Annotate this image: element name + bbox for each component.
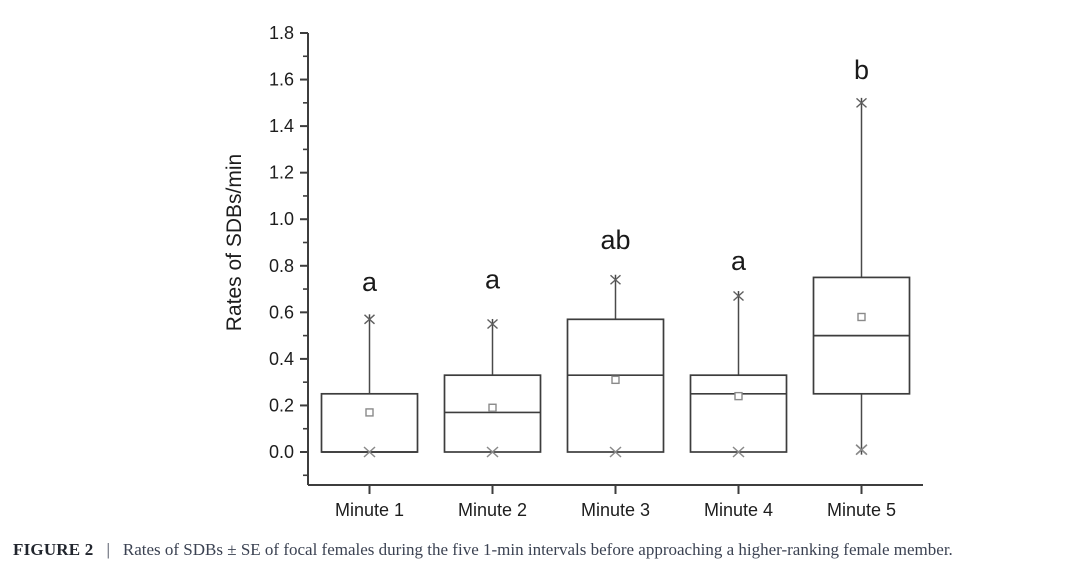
box [566, 318, 665, 453]
axes: 0.0 0.2 0.4 0.6 0.8 1.0 1.2 1.4 1.6 1.8 Rates of S… [223, 23, 923, 520]
boxplot-minute-4: a [689, 246, 788, 458]
zero-x-marker [486, 446, 499, 458]
y-tick-label: 0.6 [269, 302, 294, 322]
whisker-cap-star [487, 318, 498, 329]
figure-caption-label: FIGURE 2 [13, 540, 94, 559]
figure-2-chart-area: 0.0 0.2 0.4 0.6 0.8 1.0 1.2 1.4 1.6 1.8 Rates of S… [223, 23, 923, 520]
y-tick-label: 0.0 [269, 442, 294, 462]
significance-letter: a [485, 265, 501, 295]
y-tick-label: 0.2 [269, 395, 294, 415]
mean-marker [734, 391, 743, 401]
sdb-boxplot-chart: 0.0 0.2 0.4 0.6 0.8 1.0 1.2 1.4 1.6 1.8 Rates of S… [223, 23, 923, 520]
boxplot-minute-5: b [812, 55, 911, 456]
zero-x-marker [363, 446, 376, 458]
significance-letter: a [362, 267, 378, 297]
significance-letter: ab [600, 225, 630, 255]
box [689, 374, 788, 453]
mean-marker [365, 408, 374, 417]
zero-x-marker [609, 446, 622, 458]
boxplot-minute-2: a [443, 265, 542, 458]
y-axis-title: Rates of SDBs/min [223, 154, 246, 331]
whisker-cap-star [733, 291, 744, 302]
box [443, 374, 542, 453]
x-tick-label: Minute 2 [458, 500, 527, 520]
figure-caption: FIGURE 2 | Rates of SDBs ± SE of focal fem… [13, 539, 1072, 560]
x-tick-label: Minute 1 [335, 500, 404, 520]
whisker-cap-star [364, 314, 375, 325]
figure-caption-separator: | [106, 540, 110, 559]
x-tick-label: Minute 4 [704, 500, 773, 520]
mean-marker [488, 403, 497, 412]
x-tick-label: Minute 3 [581, 500, 650, 520]
x-tick-label: Minute 5 [827, 500, 896, 520]
y-tick-label: 0.8 [269, 256, 294, 276]
y-tick-label: 1.6 [269, 70, 294, 90]
mean-marker [611, 375, 620, 385]
figure-caption-text: Rates of SDBs ± SE of focal females duri… [122, 540, 953, 559]
box [320, 392, 419, 453]
zero-x-marker [855, 444, 868, 456]
y-tick-label: 1.2 [269, 163, 294, 183]
boxplot-minute-1: a [320, 267, 419, 458]
y-tick-label: 1.4 [269, 116, 294, 136]
mean-marker [857, 312, 866, 322]
y-tick-label: 0.4 [269, 349, 294, 369]
whisker-cap-star [610, 274, 621, 285]
boxplot-minute-3: ab [566, 225, 665, 458]
whisker-cap-star [856, 97, 867, 108]
zero-x-marker [732, 446, 745, 458]
significance-letter: b [854, 55, 869, 85]
y-tick-label: 1.0 [269, 209, 294, 229]
y-tick-label: 1.8 [269, 23, 294, 43]
significance-letter: a [731, 246, 747, 276]
